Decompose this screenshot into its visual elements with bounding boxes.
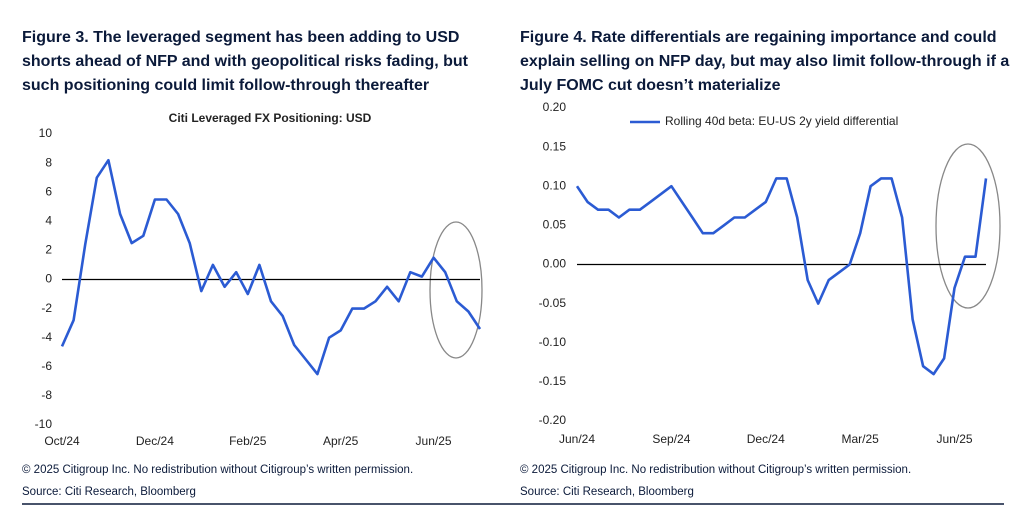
y-tick-label: -0.20: [539, 413, 567, 427]
x-tick-label: Feb/25: [229, 434, 267, 448]
footnote: Source: Citi Research, Bloomberg: [22, 486, 196, 498]
footnote: Source: Citi Research, Bloomberg: [520, 486, 694, 498]
y-tick-label: 10: [39, 126, 53, 140]
y-tick-label: 6: [45, 184, 52, 198]
x-tick-label: Dec/24: [136, 434, 174, 448]
x-tick-label: Dec/24: [747, 432, 785, 446]
y-tick-label: 0.05: [543, 218, 567, 232]
y-tick-label: 4: [45, 213, 52, 227]
legend-label: Rolling 40d beta: EU-US 2y yield differe…: [665, 114, 898, 128]
y-tick-label: -4: [41, 330, 52, 344]
y-tick-label: -8: [41, 388, 52, 402]
y-tick-label: 8: [45, 155, 52, 169]
x-tick-label: Apr/25: [323, 434, 359, 448]
y-tick-label: -2: [41, 301, 52, 315]
y-tick-label: -6: [41, 359, 52, 373]
x-tick-label: Oct/24: [44, 434, 80, 448]
y-tick-label: 0.15: [543, 139, 567, 153]
footnote: © 2025 Citigroup Inc. No redistribution …: [520, 464, 911, 476]
y-tick-label: 2: [45, 243, 52, 257]
highlight-ellipse: [935, 143, 1001, 309]
data-line: [575, 177, 988, 376]
chart-subtitle: Citi Leveraged FX Positioning: USD: [169, 111, 372, 125]
chart-title: Figure 4. Rate differentials are regaini…: [520, 29, 1010, 94]
y-tick-label: -0.05: [539, 296, 567, 310]
y-tick-label: 0.00: [543, 257, 567, 271]
chart-title: Figure 3. The leveraged segment has been…: [22, 29, 468, 94]
data-line: [60, 158, 482, 376]
x-tick-label: Jun/24: [559, 432, 595, 446]
y-tick-label: 0: [45, 272, 52, 286]
y-tick-label: -10: [35, 417, 53, 431]
footnote: © 2025 Citigroup Inc. No redistribution …: [22, 464, 413, 476]
y-tick-label: -0.15: [539, 374, 567, 388]
y-tick-label: 0.20: [543, 100, 567, 114]
x-tick-label: Jun/25: [937, 432, 973, 446]
x-tick-label: Jun/25: [416, 434, 452, 448]
y-tick-label: -0.10: [539, 335, 567, 349]
x-tick-label: Mar/25: [841, 432, 879, 446]
highlight-ellipse: [429, 221, 483, 359]
y-tick-label: 0.10: [543, 178, 567, 192]
x-tick-label: Sep/24: [652, 432, 690, 446]
